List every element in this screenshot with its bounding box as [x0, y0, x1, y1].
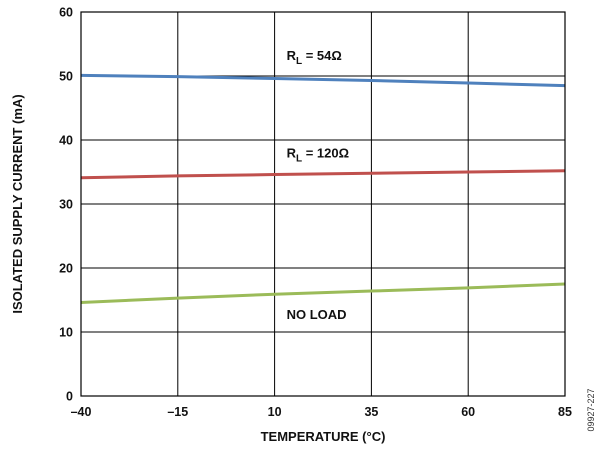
- series-label-0: RL = 54Ω: [287, 48, 342, 67]
- y-tick-label: 40: [59, 134, 73, 148]
- y-tick-label: 20: [59, 262, 73, 276]
- y-tick-label: 60: [59, 6, 73, 20]
- tick-labels: –40 –15 10 35 60 85 0 10 20 30 40 50 60: [59, 6, 572, 420]
- y-tick-label: 0: [66, 390, 73, 404]
- y-axis-title: ISOLATED SUPPLY CURRENT (mA): [10, 94, 25, 313]
- x-tick-label: 60: [461, 405, 475, 419]
- figure-id: 09927-227: [586, 388, 596, 431]
- y-tick-label: 10: [59, 326, 73, 340]
- x-tick-label: –15: [167, 405, 188, 419]
- grid: [81, 12, 565, 396]
- series-line-1: [80, 169, 566, 180]
- x-tick-label: 10: [268, 405, 282, 419]
- x-tick-label: 85: [558, 405, 572, 419]
- series-lines: [80, 73, 566, 305]
- x-tick-label: –40: [71, 405, 92, 419]
- y-tick-label: 30: [59, 198, 73, 212]
- x-tick-label: 35: [364, 405, 378, 419]
- series-labels: RL = 54Ω RL = 120Ω NO LOAD: [287, 48, 349, 322]
- plot-area-frame: [80, 11, 566, 397]
- series-label-2: NO LOAD: [287, 307, 347, 322]
- series-label-1: RL = 120Ω: [287, 145, 349, 164]
- series-line-2: [80, 282, 566, 305]
- series-line-0: [80, 73, 566, 88]
- x-axis-title: TEMPERATURE (°C): [261, 429, 386, 444]
- y-tick-label: 50: [59, 70, 73, 84]
